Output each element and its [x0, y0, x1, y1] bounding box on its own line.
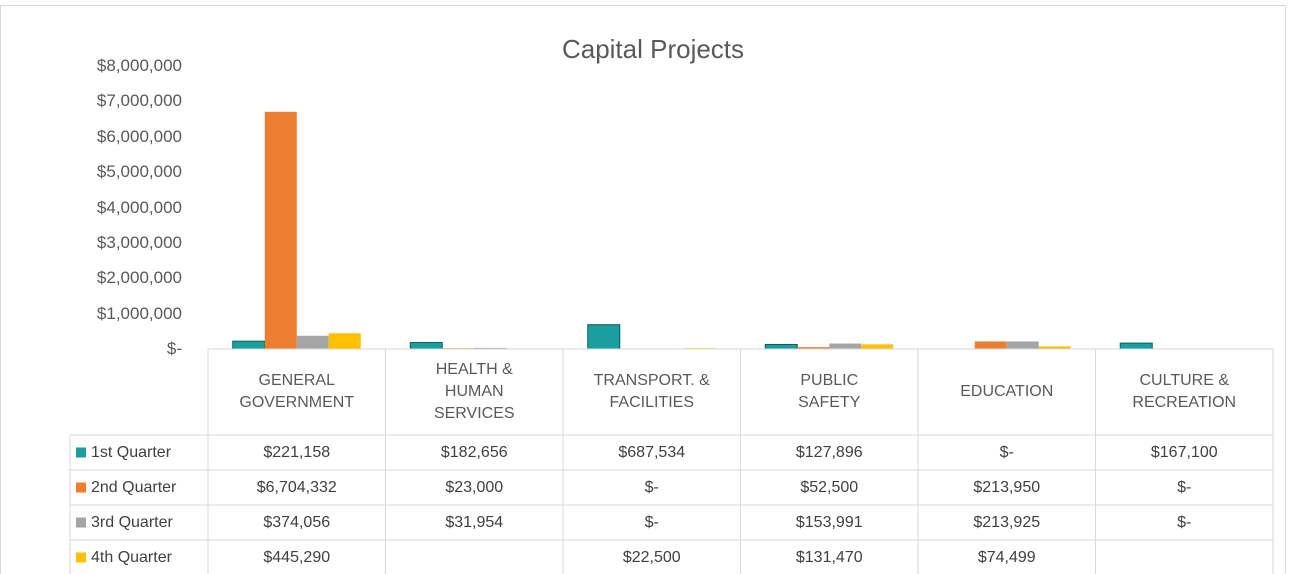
y-tick-label: $5,000,000 — [96, 162, 182, 182]
data-label: $687,534 — [618, 443, 686, 461]
bar — [264, 111, 297, 349]
bar — [829, 343, 862, 349]
category-label: TRANSPORT. & FACILITIES — [593, 372, 710, 411]
category-label: GENERAL GOVERNMENT — [239, 372, 355, 411]
data-label: $- — [1177, 478, 1192, 496]
data-label: $131,470 — [795, 548, 863, 566]
bar — [797, 347, 830, 349]
bar — [296, 335, 329, 349]
data-label: $167,100 — [1150, 443, 1218, 461]
chart-border — [0, 5, 1286, 574]
legend-swatch — [76, 447, 86, 458]
bar — [232, 340, 266, 350]
category-label: CULTURE & RECREATION — [1132, 372, 1237, 411]
data-label: $- — [1177, 513, 1192, 531]
y-tick-label: $7,000,000 — [96, 91, 182, 111]
legend-swatch — [76, 552, 86, 563]
data-label: $374,056 — [263, 513, 331, 531]
bar — [1038, 346, 1071, 349]
y-tick-label: $4,000,000 — [96, 197, 182, 217]
data-label: $221,158 — [263, 443, 331, 461]
data-label: $23,000 — [445, 478, 504, 496]
data-label: $22,500 — [622, 548, 681, 566]
legend-label: 2nd Quarter — [91, 478, 177, 496]
bar — [1006, 341, 1039, 349]
data-label: $52,500 — [800, 478, 859, 496]
legend-swatch — [76, 482, 86, 493]
data-label: $127,896 — [795, 443, 863, 461]
data-label: $213,925 — [973, 513, 1041, 531]
category-label: PUBLIC SAFETY — [798, 372, 861, 411]
bar — [474, 347, 507, 349]
y-tick-label: $8,000,000 — [96, 56, 182, 75]
y-tick-label: $1,000,000 — [96, 303, 182, 323]
bar — [328, 333, 361, 349]
legend-label: 4th Quarter — [91, 548, 172, 566]
y-tick-label: $2,000,000 — [96, 268, 182, 288]
chart-title: Capital Projects — [561, 34, 745, 64]
data-label: $6,704,332 — [256, 478, 337, 496]
data-label: $445,290 — [263, 548, 331, 566]
legend-label: 1st Quarter — [91, 443, 172, 461]
legend-label: 3rd Quarter — [91, 513, 173, 531]
bar — [587, 324, 621, 350]
legend-swatch — [76, 517, 86, 528]
category-label: EDUCATION — [960, 383, 1054, 400]
data-label: $- — [644, 513, 659, 531]
data-label: $- — [999, 443, 1014, 461]
bar — [861, 344, 894, 349]
category-label: HEALTH & HUMAN SERVICES — [433, 361, 515, 422]
data-label: $153,991 — [795, 513, 863, 531]
data-label: $- — [644, 478, 659, 496]
bar — [974, 341, 1007, 349]
data-label: $74,499 — [977, 548, 1036, 566]
y-tick-label: $6,000,000 — [96, 126, 182, 146]
data-label: $31,954 — [445, 513, 504, 531]
data-label: $213,950 — [973, 478, 1041, 496]
data-label: $182,656 — [440, 443, 508, 461]
y-tick-label: $- — [166, 339, 182, 358]
y-tick-label: $3,000,000 — [96, 232, 182, 252]
